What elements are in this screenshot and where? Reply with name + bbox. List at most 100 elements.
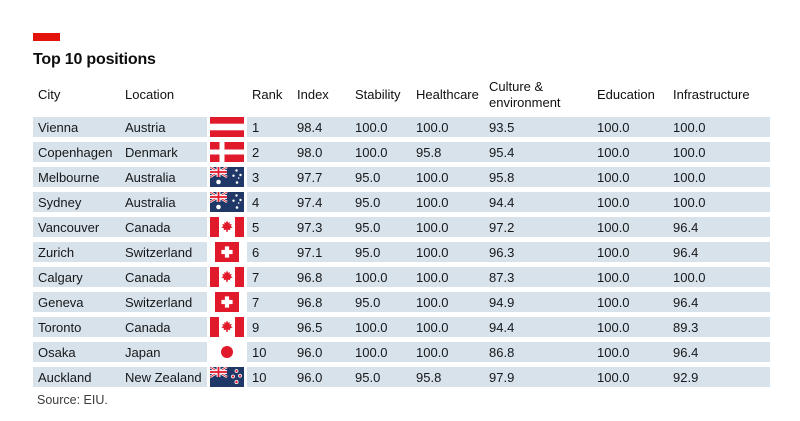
rank-cell: 4 — [252, 194, 260, 210]
column-header-city: City — [38, 86, 61, 102]
city-cell: Vienna — [38, 119, 79, 135]
culture-cell: 97.2 — [489, 219, 515, 235]
culture-cell: 95.8 — [489, 169, 515, 185]
column-header-culture-environment: Culture & environment — [489, 78, 561, 110]
rank-cell: 7 — [252, 269, 260, 285]
education-cell: 100.0 — [597, 294, 630, 310]
education-cell: 100.0 — [597, 194, 630, 210]
column-header-rank: Rank — [252, 86, 283, 102]
healthcare-cell: 100.0 — [416, 194, 449, 210]
switzerland-flag — [207, 292, 247, 312]
culture-cell: 96.3 — [489, 244, 515, 260]
table-row: Copenhagen Denmark 2 98.0 100.0 95.8 95.… — [33, 142, 770, 162]
city-cell: Toronto — [38, 319, 82, 335]
location-cell: Canada — [125, 269, 171, 285]
infrastructure-cell: 100.0 — [673, 269, 706, 285]
column-header-education: Education — [597, 86, 655, 102]
table-row: Auckland New Zealand 10 96.0 95.0 95.8 9… — [33, 367, 770, 387]
education-cell: 100.0 — [597, 269, 630, 285]
education-cell: 100.0 — [597, 144, 630, 160]
location-cell: Switzerland — [125, 244, 193, 260]
table-body: Vienna Austria 1 98.4 100.0 100.0 93.5 1… — [33, 117, 770, 387]
table-row: Vienna Austria 1 98.4 100.0 100.0 93.5 1… — [33, 117, 770, 137]
table-row: Sydney Australia 4 97.4 95.0 100.0 94.4 … — [33, 192, 770, 212]
city-cell: Copenhagen — [38, 144, 113, 160]
city-cell: Vancouver — [38, 219, 100, 235]
stability-cell: 95.0 — [355, 294, 381, 310]
healthcare-cell: 100.0 — [416, 269, 449, 285]
location-cell: Canada — [125, 219, 171, 235]
culture-cell: 94.9 — [489, 294, 515, 310]
location-cell: Australia — [125, 194, 176, 210]
table-row: Zurich Switzerland 6 97.1 95.0 100.0 96.… — [33, 242, 770, 262]
column-header-infrastructure: Infrastructure — [673, 86, 750, 102]
infrastructure-cell: 100.0 — [673, 119, 706, 135]
culture-cell: 93.5 — [489, 119, 515, 135]
location-cell: Canada — [125, 319, 171, 335]
table-header-row: City Location Rank Index Stability Healt… — [33, 78, 770, 112]
city-cell: Geneva — [38, 294, 84, 310]
healthcare-cell: 100.0 — [416, 119, 449, 135]
city-cell: Calgary — [38, 269, 83, 285]
index-cell: 98.4 — [297, 119, 323, 135]
infrastructure-cell: 96.4 — [673, 219, 699, 235]
rank-cell: 7 — [252, 294, 260, 310]
culture-cell: 94.4 — [489, 194, 515, 210]
infrastructure-cell: 100.0 — [673, 194, 706, 210]
rank-cell: 5 — [252, 219, 260, 235]
japan-flag — [207, 342, 247, 362]
canada-flag — [207, 217, 247, 237]
rank-cell: 1 — [252, 119, 260, 135]
healthcare-cell: 100.0 — [416, 294, 449, 310]
education-cell: 100.0 — [597, 319, 630, 335]
rank-cell: 9 — [252, 319, 260, 335]
index-cell: 98.0 — [297, 144, 323, 160]
education-cell: 100.0 — [597, 169, 630, 185]
canada-flag — [207, 317, 247, 337]
city-cell: Auckland — [38, 369, 92, 385]
table-row: Toronto Canada 9 96.5 100.0 100.0 94.4 1… — [33, 317, 770, 337]
city-cell: Sydney — [38, 194, 82, 210]
column-header-healthcare: Healthcare — [416, 86, 479, 102]
healthcare-cell: 100.0 — [416, 169, 449, 185]
rank-cell: 10 — [252, 344, 267, 360]
healthcare-cell: 95.8 — [416, 144, 442, 160]
culture-cell: 97.9 — [489, 369, 515, 385]
healthcare-cell: 100.0 — [416, 344, 449, 360]
education-cell: 100.0 — [597, 244, 630, 260]
table-row: Vancouver Canada 5 97.3 95.0 100.0 97.2 … — [33, 217, 770, 237]
location-cell: Switzerland — [125, 294, 193, 310]
table-row: Melbourne Australia 3 97.7 95.0 100.0 95… — [33, 167, 770, 187]
column-header-location: Location — [125, 86, 175, 102]
culture-cell: 94.4 — [489, 319, 515, 335]
stability-cell: 100.0 — [355, 319, 388, 335]
stability-cell: 95.0 — [355, 194, 381, 210]
education-cell: 100.0 — [597, 369, 630, 385]
location-cell: Australia — [125, 169, 176, 185]
index-cell: 97.3 — [297, 219, 323, 235]
infrastructure-cell: 89.3 — [673, 319, 699, 335]
denmark-flag — [207, 142, 247, 162]
index-cell: 97.4 — [297, 194, 323, 210]
index-cell: 97.7 — [297, 169, 323, 185]
stability-cell: 95.0 — [355, 369, 381, 385]
australia-flag — [207, 192, 247, 212]
location-cell: New Zealand — [125, 369, 202, 385]
infrastructure-cell: 100.0 — [673, 169, 706, 185]
location-cell: Denmark — [125, 144, 178, 160]
australia-flag — [207, 167, 247, 187]
switzerland-flag — [207, 242, 247, 262]
rank-cell: 6 — [252, 244, 260, 260]
column-header-index: Index — [297, 86, 329, 102]
stability-cell: 100.0 — [355, 119, 388, 135]
location-cell: Austria — [125, 119, 166, 135]
healthcare-cell: 100.0 — [416, 319, 449, 335]
index-cell: 96.5 — [297, 319, 323, 335]
table-row: Calgary Canada 7 96.8 100.0 100.0 87.3 1… — [33, 267, 770, 287]
education-cell: 100.0 — [597, 219, 630, 235]
healthcare-cell: 100.0 — [416, 244, 449, 260]
stability-cell: 100.0 — [355, 269, 388, 285]
city-cell: Zurich — [38, 244, 75, 260]
index-cell: 97.1 — [297, 244, 323, 260]
